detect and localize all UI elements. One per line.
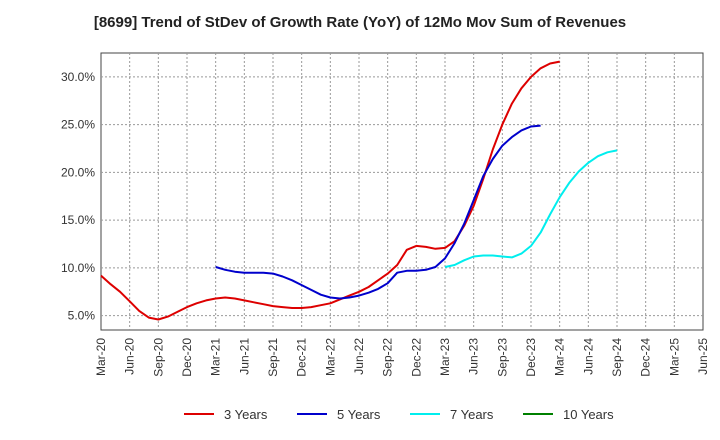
x-tick-label: Dec-21 (295, 338, 309, 377)
legend-label: 7 Years (450, 407, 494, 422)
y-tick-layer: 5.0% 10.0% 15.0% 20.0% 25.0% 30.0% (61, 70, 95, 323)
x-tick-label: Sep-23 (495, 338, 509, 377)
x-tick-label: Jun-25 (696, 338, 710, 375)
x-tick-label: Sep-20 (151, 338, 165, 377)
chart-title: [8699] Trend of StDev of Growth Rate (Yo… (93, 14, 627, 31)
x-tick-layer: Mar-20 Jun-20 Sep-20 Dec-20 Mar-21 Jun-21 Sep-… (94, 338, 710, 377)
y-tick-label: 20.0% (61, 165, 95, 179)
series-layer (100, 60, 618, 321)
grid-layer (101, 53, 703, 330)
legend-label: 3 Years (224, 407, 268, 422)
x-tick-label: Sep-22 (381, 338, 395, 377)
plot-area (100, 52, 704, 331)
y-tick-label: 15.0% (61, 213, 95, 227)
legend: 3 Years 5 Years 7 Years 10 Years (184, 407, 614, 422)
x-tick-label: Mar-25 (667, 338, 681, 376)
y-tick-label: 10.0% (61, 261, 95, 275)
x-tick-label: Sep-21 (266, 338, 280, 377)
x-tick-label: Mar-23 (438, 338, 452, 376)
legend-label: 10 Years (563, 407, 614, 422)
x-tick-label: Jun-23 (467, 338, 481, 375)
x-tick-label: Mar-20 (94, 338, 108, 376)
x-tick-label: Mar-22 (323, 338, 337, 376)
y-tick-label: 5.0% (68, 309, 96, 323)
x-tick-label: Jun-21 (237, 338, 251, 375)
x-tick-label: Jun-20 (123, 338, 137, 375)
x-tick-label: Jun-22 (352, 338, 366, 375)
x-tick-label: Mar-24 (553, 338, 567, 376)
x-tick-label: Dec-23 (524, 338, 538, 377)
x-tick-label: Mar-21 (209, 338, 223, 376)
series-line-3-years (100, 60, 560, 321)
legend-label: 5 Years (337, 407, 381, 422)
x-tick-label: Sep-24 (610, 338, 624, 377)
series-line-5-years (215, 124, 541, 300)
x-tick-label: Dec-20 (180, 338, 194, 377)
y-tick-label: 25.0% (61, 118, 95, 132)
x-tick-label: Dec-22 (409, 338, 423, 377)
x-tick-label: Dec-24 (639, 338, 653, 377)
series-line-7-years (444, 149, 618, 268)
y-tick-label: 30.0% (61, 70, 95, 84)
x-tick-label: Jun-24 (581, 338, 595, 375)
